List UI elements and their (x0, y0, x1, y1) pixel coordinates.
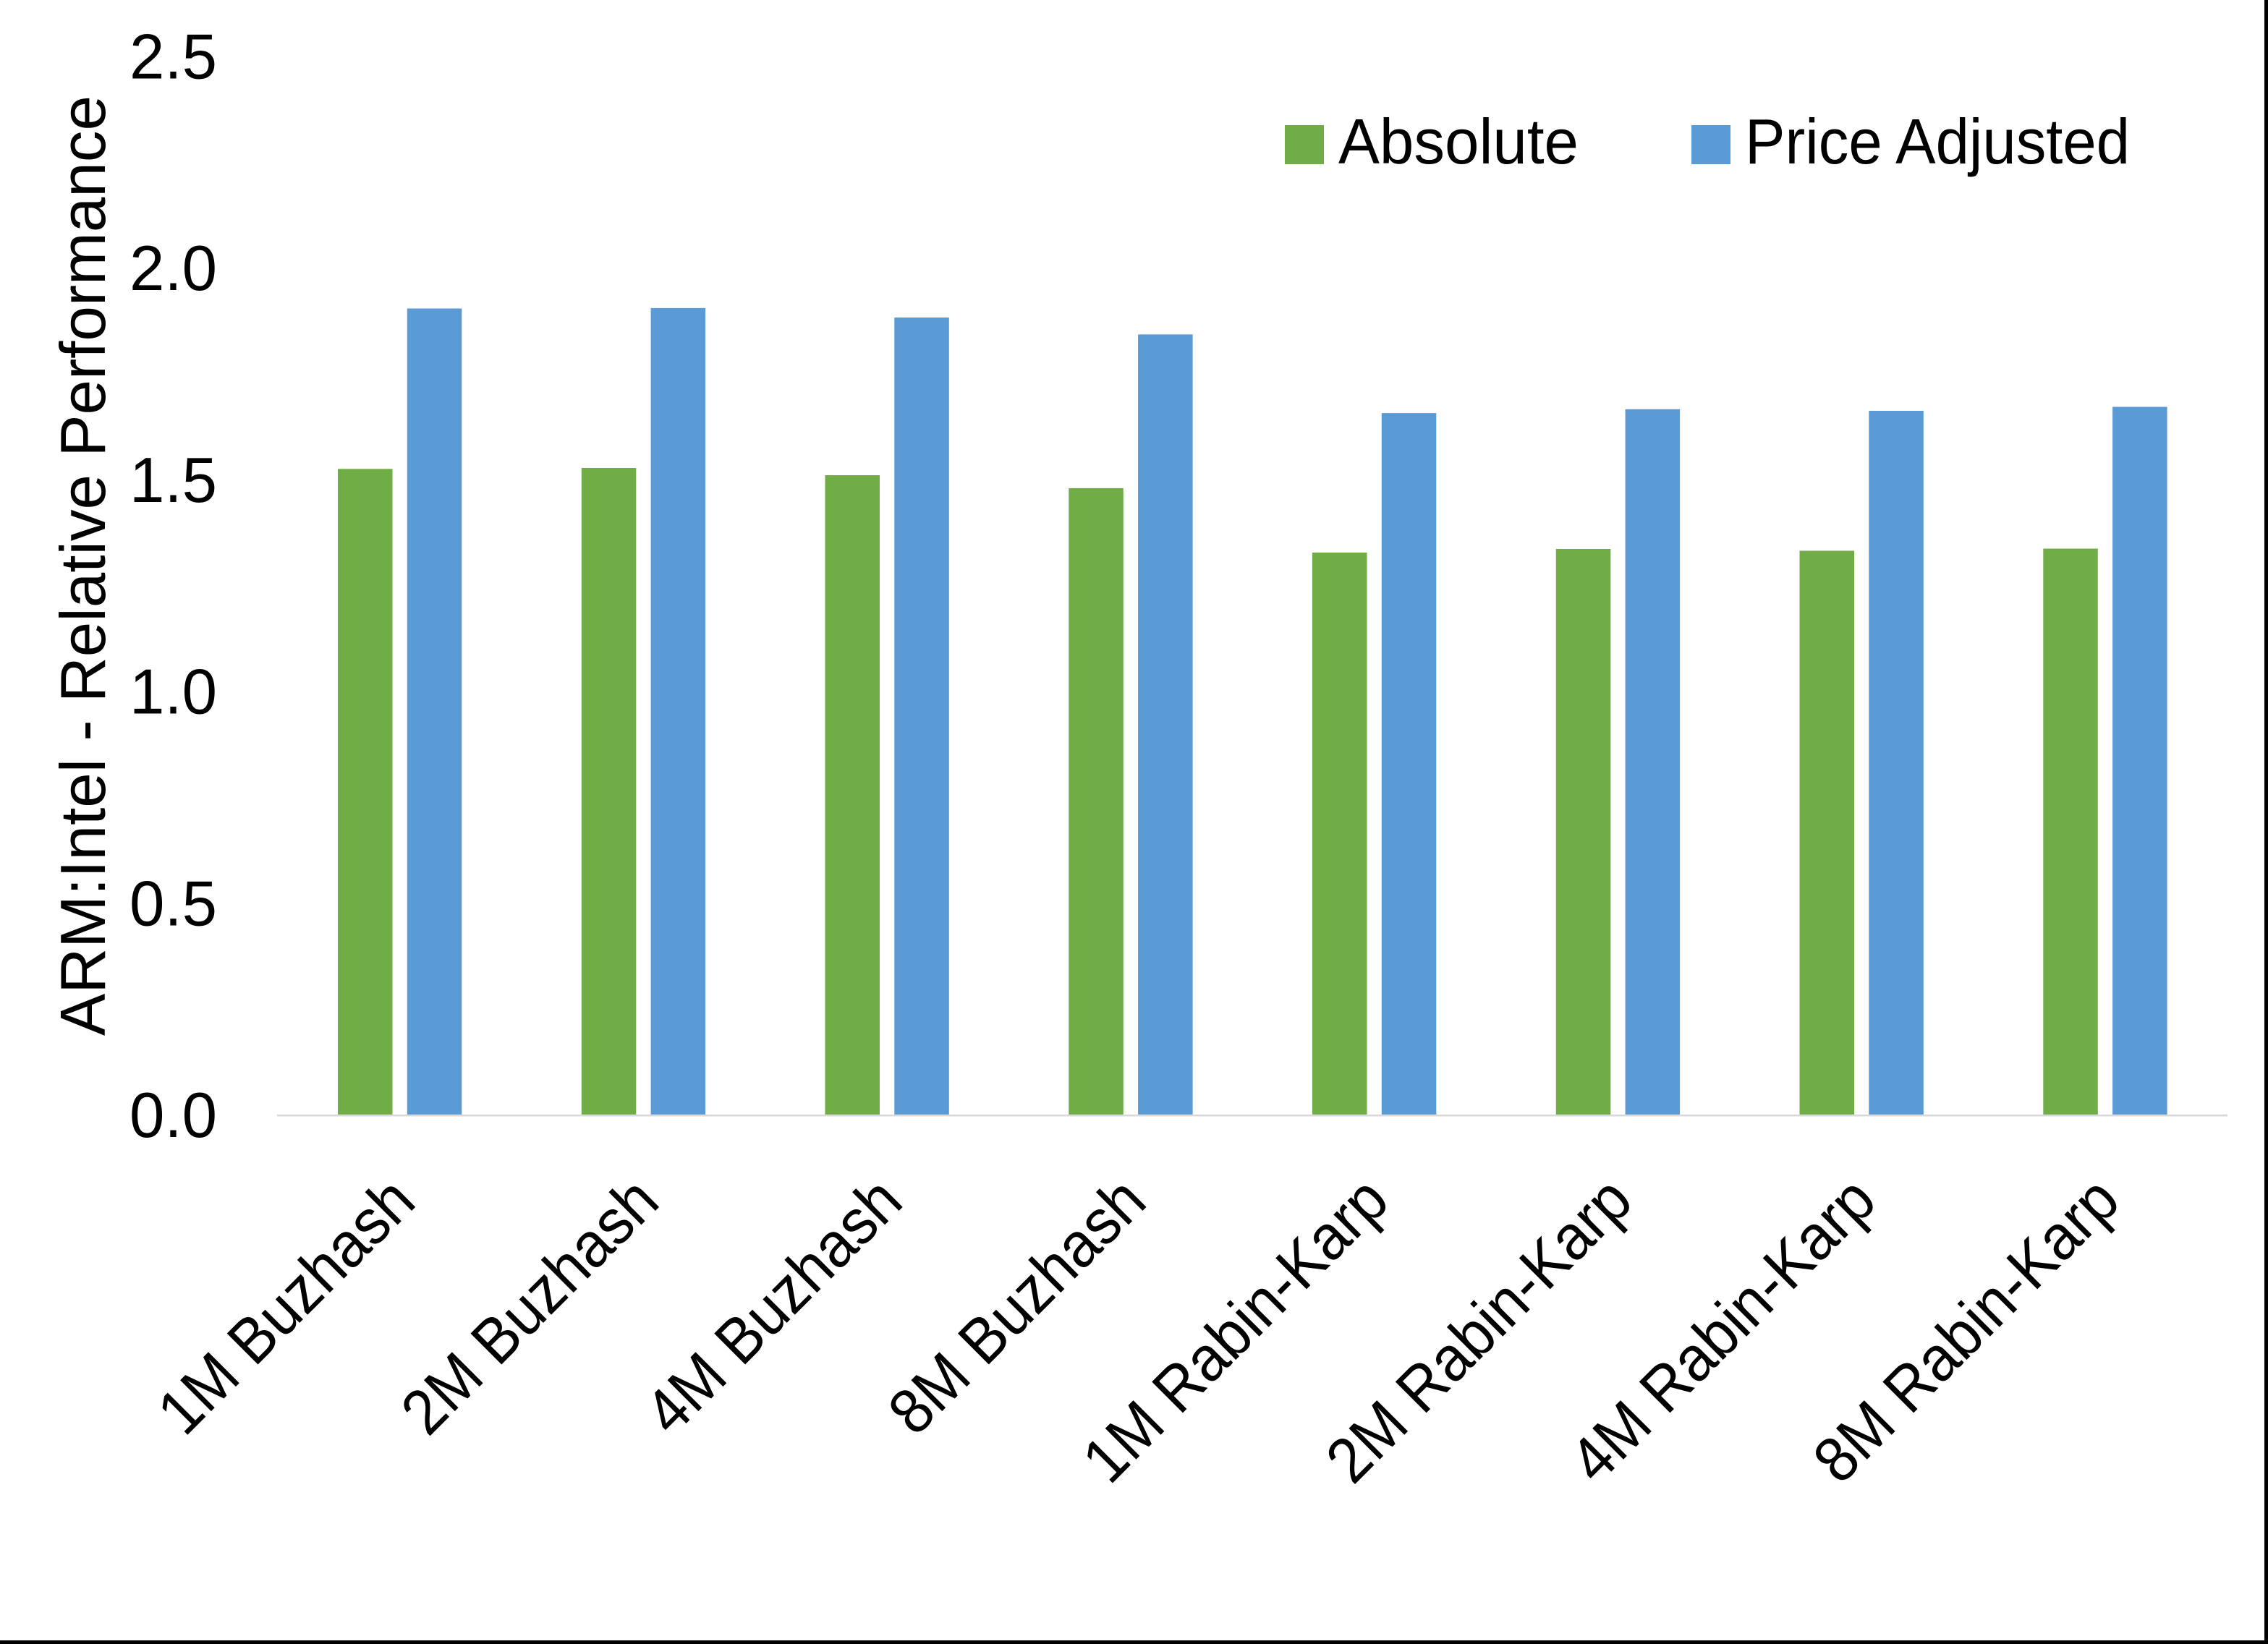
svg-text:Price Adjusted: Price Adjusted (1745, 106, 2130, 177)
svg-text:2.5: 2.5 (129, 21, 217, 93)
svg-text:Absolute: Absolute (1338, 106, 1579, 177)
svg-text:0.5: 0.5 (129, 867, 217, 939)
svg-text:1.5: 1.5 (129, 444, 217, 516)
svg-text:ARM:Intel - Relative Performan: ARM:Intel - Relative Performance (47, 95, 119, 1036)
svg-text:2.0: 2.0 (129, 232, 217, 304)
svg-text:0.0: 0.0 (129, 1079, 217, 1151)
svg-text:1.0: 1.0 (129, 656, 217, 728)
